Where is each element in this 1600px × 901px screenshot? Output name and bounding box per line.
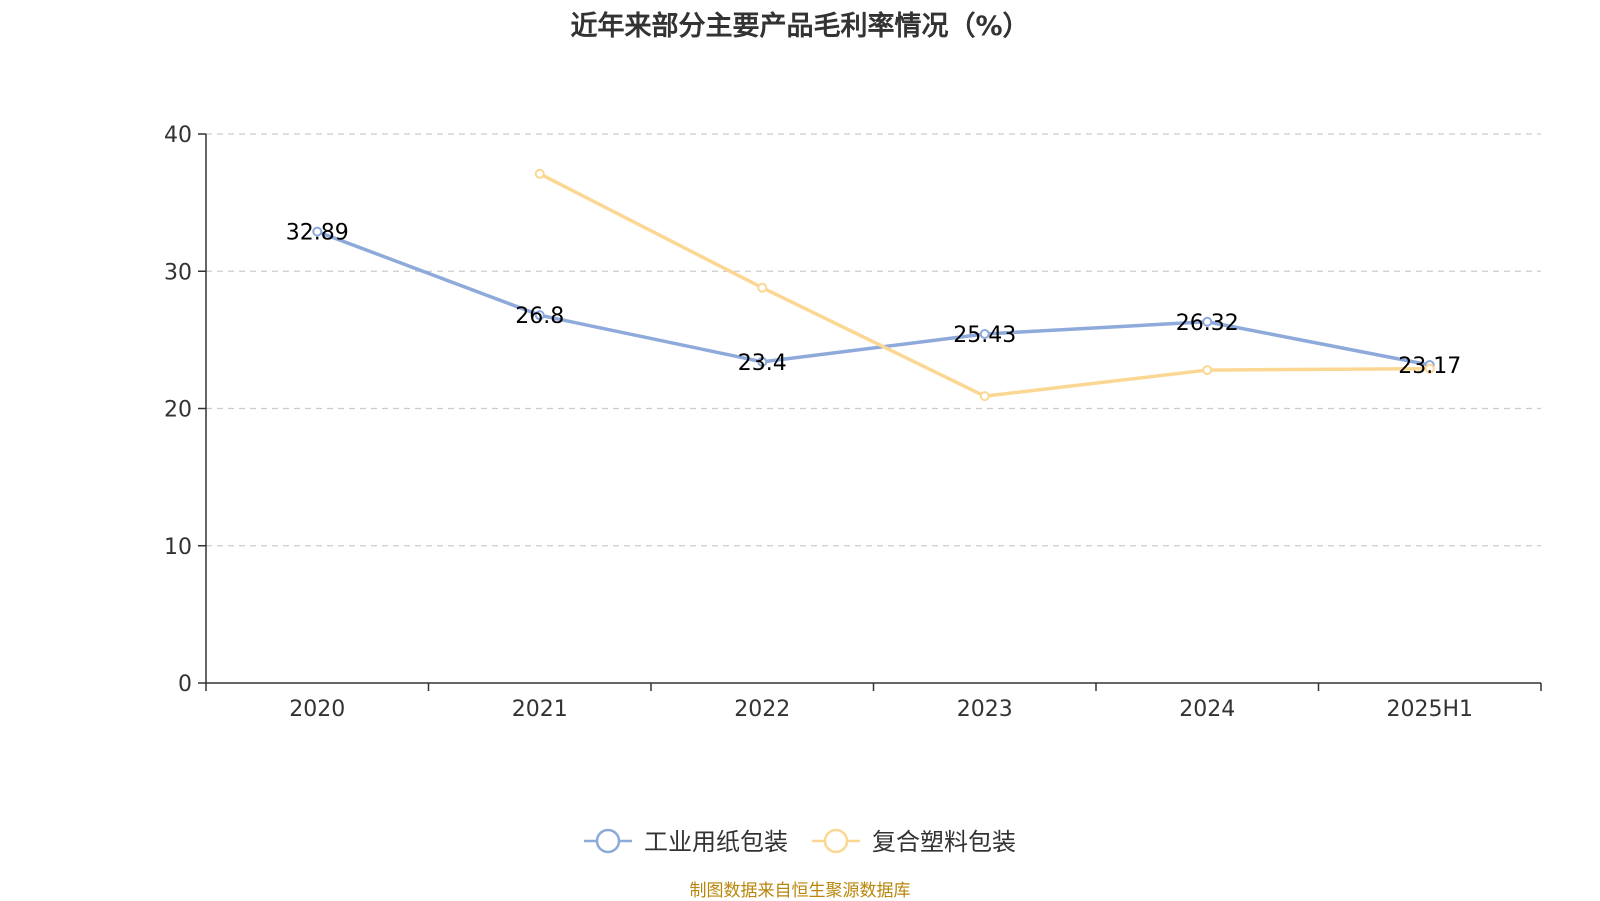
data-label: 26.8 [515, 304, 564, 329]
data-point[interactable] [979, 391, 990, 402]
x-tick-label: 2021 [512, 697, 568, 722]
y-tick-label: 20 [164, 398, 192, 423]
y-tick-label: 30 [164, 260, 192, 285]
source-note: 制图数据来自恒生聚源数据库 [689, 881, 911, 901]
y-tick-label: 0 [178, 672, 192, 697]
data-point[interactable] [312, 226, 323, 237]
grid-lines [206, 133, 1541, 547]
data-point[interactable] [1202, 365, 1213, 376]
y-tick-label: 10 [164, 535, 192, 560]
x-tick-label: 2023 [957, 697, 1013, 722]
data-point[interactable] [1202, 316, 1213, 327]
data-labels: 32.89 26.8 23.4 25.43 26.32 23.17 [286, 221, 1461, 379]
y-tick-label: 40 [164, 123, 192, 148]
data-label: 32.89 [286, 221, 349, 246]
data-point[interactable] [534, 310, 545, 321]
data-point[interactable] [1424, 363, 1435, 374]
legend-label: 工业用纸包装 [644, 828, 788, 856]
legend-item-0[interactable]: 工业用纸包装 [584, 828, 788, 856]
legend[interactable]: 工业用纸包装 复合塑料包装 [584, 828, 1016, 856]
legend-marker-icon [595, 828, 621, 854]
x-tick-label: 2024 [1179, 697, 1235, 722]
axes: 0 10 20 30 40 2020 2021 2022 2023 2024 2025H1 [164, 123, 1542, 722]
data-point[interactable] [979, 328, 990, 339]
legend-label: 复合塑料包装 [872, 828, 1016, 856]
data-label: 23.17 [1398, 354, 1461, 379]
chart-title: 近年来部分主要产品毛利率情况（%） [570, 11, 1030, 42]
data-label: 23.4 [738, 351, 787, 376]
data-point[interactable] [757, 356, 768, 367]
x-tick-label: 2022 [734, 697, 790, 722]
x-tick-label: 2020 [289, 697, 345, 722]
data-point[interactable] [757, 282, 768, 293]
series-line-0 [315, 229, 1432, 367]
data-point[interactable] [534, 168, 545, 179]
series-line-1 [538, 172, 1432, 398]
data-label: 25.43 [953, 323, 1016, 348]
data-label: 26.32 [1176, 311, 1239, 336]
legend-item-1[interactable]: 复合塑料包装 [812, 828, 1016, 856]
series-lines [312, 168, 1435, 402]
x-tick-label: 2025H1 [1386, 697, 1473, 722]
legend-marker-icon [823, 828, 849, 854]
